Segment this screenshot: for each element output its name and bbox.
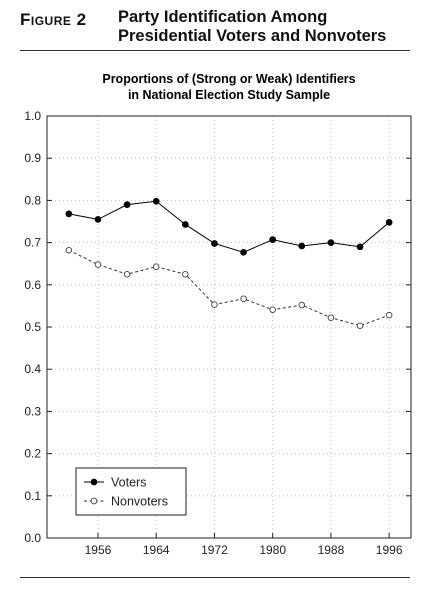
data-point-voters (240, 248, 247, 256)
data-point-voters (356, 243, 364, 251)
chart-series (65, 197, 393, 329)
data-point-nonvoters (385, 311, 393, 319)
data-point-voters (123, 201, 131, 208)
data-point-nonvoters (327, 314, 335, 321)
data-point-nonvoters (152, 263, 160, 270)
legend-item-voters: Voters (84, 476, 146, 490)
data-point-nonvoters (269, 306, 276, 313)
y-tick-label: 0.3 (24, 404, 41, 418)
series-voters (65, 197, 393, 256)
top-rule (20, 50, 410, 51)
chart-title-line-1: Proportions of (Strong or Weak) Identifi… (102, 72, 355, 86)
y-tick-label: 0.1 (24, 489, 41, 503)
series-line-voters (68, 200, 390, 253)
series-line-nonvoters (68, 249, 390, 327)
data-point-nonvoters (240, 295, 247, 302)
data-point-voters (94, 216, 102, 223)
data-point-voters (327, 239, 335, 246)
y-tick-label: 0.9 (24, 151, 41, 165)
data-point-voters (269, 236, 277, 243)
data-point-voters (152, 197, 160, 205)
y-tick-label: 0.4 (24, 362, 41, 376)
chart-legend: Voters Nonvoters (75, 467, 187, 516)
data-point-nonvoters (123, 271, 131, 278)
data-point-nonvoters (182, 271, 189, 278)
data-point-voters (385, 218, 393, 226)
y-tick-label: 0.2 (24, 447, 41, 461)
legend-marker (90, 497, 98, 505)
legend-label: Nonvoters (111, 495, 168, 509)
chart-title: Proportions of (Strong or Weak) Identifi… (102, 72, 355, 102)
y-tick-label: 1.0 (24, 109, 41, 123)
x-tick-label: 1996 (376, 543, 403, 557)
y-tick-label: 0.7 (24, 236, 41, 250)
y-tick-label: 0.5 (24, 320, 41, 334)
legend-marker (90, 478, 98, 486)
y-tick-label: 0.0 (24, 531, 41, 545)
figure-title-line-2: Presidential Voters and Nonvoters (118, 27, 387, 45)
x-tick-label: 1972 (201, 543, 228, 557)
y-tick-label: 0.6 (24, 278, 41, 292)
figure-label: Figure 2 (20, 10, 87, 29)
series-nonvoters (65, 246, 393, 329)
chart-axes: 0.0 0.1 0.2 0.3 0.4 0.5 0.6 0.7 0.8 0.9 1.0 1956 196… (24, 109, 412, 557)
bottom-rule (20, 577, 410, 578)
y-tick-label: 0.8 (24, 193, 41, 207)
figure-title: Party Identification Among Presidential … (118, 8, 418, 46)
data-point-voters (65, 210, 73, 218)
x-tick-label: 1956 (85, 543, 112, 557)
x-tick-label: 1988 (318, 543, 345, 557)
legend-label: Voters (111, 476, 146, 490)
legend-box (75, 467, 187, 516)
figure-title-line-1: Party Identification Among (118, 8, 328, 26)
data-point-voters (181, 221, 189, 228)
data-point-nonvoters (298, 301, 306, 309)
data-point-voters (298, 242, 306, 250)
data-point-nonvoters (65, 246, 73, 254)
legend-item-nonvoters: Nonvoters (84, 495, 168, 509)
x-tick-label: 1964 (143, 543, 170, 557)
data-point-nonvoters (211, 301, 218, 308)
data-point-nonvoters (94, 261, 102, 268)
data-point-nonvoters (356, 322, 364, 329)
chart-title-line-2: in National Election Study Sample (128, 88, 330, 102)
data-point-voters (211, 240, 218, 247)
x-tick-label: 1980 (259, 543, 286, 557)
